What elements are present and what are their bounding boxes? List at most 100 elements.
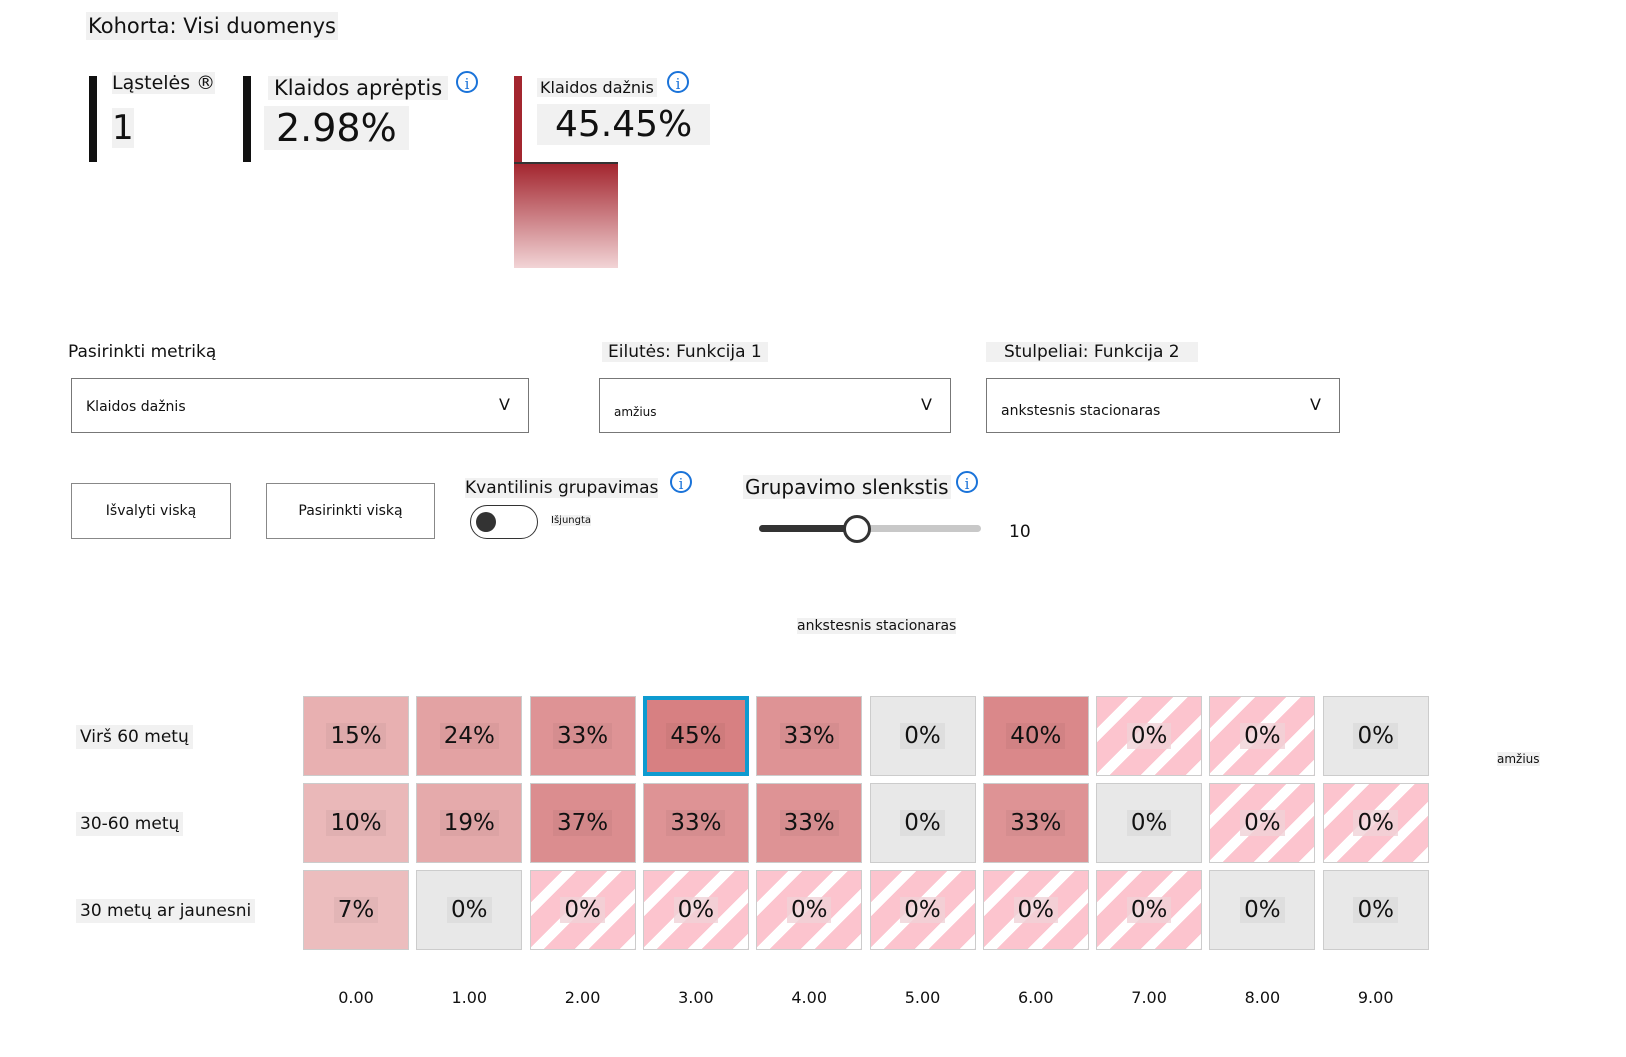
rows-dropdown[interactable]: amžius V: [599, 378, 951, 433]
cell-value: 19%: [439, 810, 499, 836]
col-label: 4.00: [791, 988, 827, 1007]
cell-value: 24%: [439, 723, 499, 749]
col-label: 3.00: [678, 988, 714, 1007]
slider-fill: [759, 525, 857, 532]
quantile-state: Išjungta: [551, 515, 592, 526]
row-label: 30 metų ar jaunesni: [76, 899, 256, 923]
heatmap-cell[interactable]: 15%: [303, 696, 409, 776]
heatmap-cell[interactable]: 0%: [869, 783, 976, 863]
cell-value: 10%: [326, 810, 386, 836]
cell-value: 0%: [900, 810, 945, 836]
cell-value: 0%: [1353, 723, 1398, 749]
heatmap-cell[interactable]: 0%: [1209, 870, 1316, 950]
cell-value: 0%: [1126, 723, 1172, 749]
heatmap-cell[interactable]: 33%: [756, 696, 863, 776]
col-label: 1.00: [451, 988, 488, 1007]
chevron-down-icon: V: [921, 395, 932, 414]
heatmap-cell[interactable]: 33%: [982, 783, 1089, 863]
dropdown-value: amžius: [614, 405, 657, 419]
metric-dropdown[interactable]: Klaidos dažnis V: [71, 378, 529, 433]
heatmap-cell[interactable]: 0%: [642, 870, 749, 950]
threshold-value: 10: [1009, 522, 1031, 542]
error-rate-value: 45.45%: [537, 104, 711, 145]
cols-dropdown[interactable]: ankstesnis stacionaras V: [986, 378, 1340, 433]
heatmap-cell[interactable]: 0%: [982, 870, 1089, 950]
cell-value: 0%: [1353, 810, 1398, 836]
cell-value: 0%: [1126, 810, 1172, 836]
cell-value: 0%: [1353, 897, 1398, 923]
heatmap-cell[interactable]: 37%: [529, 783, 636, 863]
heatmap-cell[interactable]: 19%: [416, 783, 523, 863]
cell-value: 33%: [1006, 810, 1066, 836]
chevron-down-icon: V: [1310, 395, 1321, 414]
slider-thumb[interactable]: [842, 515, 871, 543]
heatmap-col-title: ankstesnis stacionaras: [797, 618, 957, 634]
heatmap-cell[interactable]: 0%: [529, 870, 636, 950]
col-label: 9.00: [1357, 988, 1394, 1007]
cells-value: 1: [112, 108, 134, 148]
cell-value: 0%: [900, 897, 945, 923]
info-icon[interactable]: i: [670, 471, 692, 493]
cell-value: 0%: [1240, 810, 1285, 836]
select-all-button[interactable]: Pasirinkti viską: [266, 483, 435, 539]
heatmap-cell[interactable]: 0%: [869, 696, 976, 776]
cols-label: Stulpeliai: Funkcija 2: [986, 342, 1198, 362]
info-icon[interactable]: i: [456, 71, 478, 93]
threshold-slider[interactable]: [759, 515, 981, 543]
rows-label: Eilutės: Funkcija 1: [602, 342, 768, 362]
heatmap-cell[interactable]: 0%: [416, 870, 523, 950]
clear-all-button[interactable]: Išvalyti viską: [71, 483, 231, 539]
error-coverage-value: 2.98%: [264, 106, 409, 150]
quantile-toggle[interactable]: [470, 505, 538, 539]
cell-value: 33%: [666, 810, 726, 836]
cell-value: 37%: [553, 810, 613, 836]
heatmap-cell[interactable]: 10%: [303, 783, 409, 863]
dropdown-value: ankstesnis stacionaras: [1001, 403, 1161, 419]
heatmap-cell[interactable]: 0%: [1322, 783, 1429, 863]
cell-value: 7%: [333, 897, 379, 923]
error-rate-label: Klaidos dažnis: [537, 78, 657, 97]
cell-value: 0%: [560, 897, 605, 923]
heatmap-cell[interactable]: 0%: [869, 870, 976, 950]
heatmap-cell[interactable]: 40%: [982, 696, 1089, 776]
cell-value: 33%: [779, 810, 839, 836]
heatmap-cell[interactable]: 0%: [1322, 870, 1429, 950]
heatmap-cell[interactable]: 24%: [416, 696, 523, 776]
info-icon[interactable]: i: [956, 471, 978, 493]
heatmap-cell[interactable]: 33%: [756, 783, 863, 863]
col-label: 7.00: [1131, 988, 1167, 1007]
heatmap-cell[interactable]: 33%: [529, 696, 636, 776]
cell-value: 0%: [673, 897, 719, 923]
row-label: 30-60 metų: [76, 812, 184, 836]
cell-value: 45%: [666, 723, 726, 749]
heatmap-cell[interactable]: 0%: [1096, 696, 1203, 776]
heatmap-cell[interactable]: 7%: [303, 870, 409, 950]
heatmap-cell[interactable]: 45%: [642, 696, 749, 776]
heatmap-cell[interactable]: 33%: [642, 783, 749, 863]
col-label: 6.00: [1017, 988, 1054, 1007]
heatmap-cell[interactable]: 0%: [1209, 783, 1316, 863]
cell-value: 0%: [1240, 723, 1285, 749]
col-label: 8.00: [1244, 988, 1281, 1007]
error-rate-bar: [514, 76, 522, 162]
chevron-down-icon: V: [499, 395, 510, 414]
heatmap-cell[interactable]: 0%: [1096, 783, 1203, 863]
heatmap-cell[interactable]: 0%: [1096, 870, 1203, 950]
toggle-knob: [476, 512, 496, 532]
cell-value: 40%: [1006, 723, 1066, 749]
heatmap-cell[interactable]: 0%: [1322, 696, 1429, 776]
dropdown-value: Klaidos dažnis: [86, 399, 186, 415]
cell-value: 0%: [447, 897, 492, 923]
heatmap-cell[interactable]: 0%: [756, 870, 863, 950]
col-label: 2.00: [564, 988, 601, 1007]
cell-value: 33%: [779, 723, 839, 749]
info-icon[interactable]: i: [667, 71, 689, 93]
quantile-label: Kvantilinis grupavimas: [465, 478, 659, 498]
error-coverage-label: Klaidos aprėptis: [268, 76, 449, 100]
cell-value: 0%: [1240, 897, 1285, 923]
cell-value: 15%: [326, 723, 386, 749]
metric-bar: [89, 76, 97, 162]
cell-value: 0%: [1013, 897, 1059, 923]
heatmap-cell[interactable]: 0%: [1209, 696, 1316, 776]
cells-label: Ląstelės ®: [112, 72, 216, 94]
